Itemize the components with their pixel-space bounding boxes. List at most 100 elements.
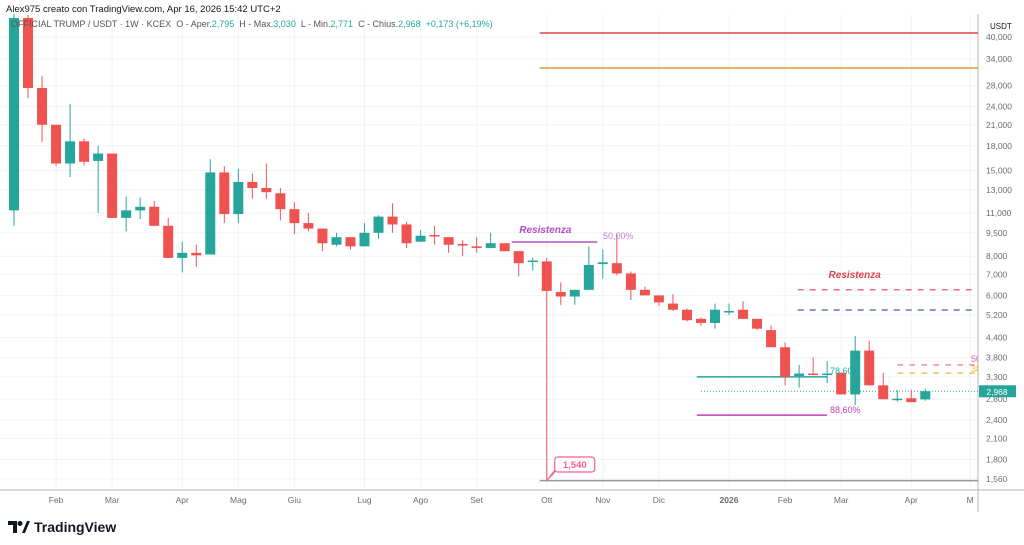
candle-body [611, 263, 622, 274]
candle-body [878, 385, 889, 400]
candle-body [695, 318, 706, 323]
candle-body [906, 398, 917, 403]
candle-body [892, 398, 903, 401]
open-label: O - Aper. [176, 19, 212, 29]
tradingview-logo[interactable]: TradingView [8, 519, 116, 535]
fib-886-label: 88,60% [830, 405, 861, 415]
tradingview-logo-icon [8, 521, 30, 533]
x-tick-label: Mar [105, 495, 120, 505]
candle-body [163, 225, 174, 258]
candle-body [415, 235, 426, 242]
candle-body [667, 303, 678, 310]
candle-body [107, 153, 118, 218]
candle-body [625, 273, 636, 290]
logo-text: TradingView [34, 519, 117, 535]
close-value: 2,968 [398, 19, 421, 29]
candle-body [51, 124, 62, 164]
x-tick-label: Feb [778, 495, 793, 505]
candle-body [219, 172, 230, 215]
candle-body [920, 391, 931, 400]
y-tick-label: 2,100 [986, 433, 1008, 443]
candle-body [639, 289, 650, 296]
high-label: H - Max. [239, 19, 274, 29]
candle-body [93, 153, 104, 161]
y-tick-label: 1,800 [986, 454, 1008, 464]
x-tick-label: M [967, 495, 974, 505]
candle-body [471, 246, 482, 248]
candle-body [9, 17, 19, 211]
candle-body [289, 209, 300, 224]
y-tick-label: 3,800 [986, 353, 1008, 363]
candle-body [527, 260, 538, 263]
y-tick-label: 15,000 [986, 166, 1012, 176]
candle-body [752, 318, 763, 329]
y-tick-label: 5,200 [986, 310, 1008, 320]
y-tick-label: 9,500 [986, 228, 1008, 238]
y-tick-label: 40,000 [986, 32, 1012, 42]
x-tick-label: Ott [541, 495, 553, 505]
candle-body [149, 206, 160, 226]
candle-body [541, 261, 552, 291]
y-tick-label: 13,000 [986, 185, 1012, 195]
fib-right-label-50: 50 [971, 354, 981, 364]
candle-body [261, 187, 272, 193]
fib-786-label: 78,60% [830, 366, 861, 376]
candle-body [457, 244, 468, 246]
high-value: 3,030 [273, 19, 296, 29]
candle-body [569, 289, 580, 297]
x-tick-label: Mar [834, 495, 849, 505]
open-value: 2,795 [211, 19, 235, 29]
symbol-name[interactable]: OFFICIAL TRUMP / USDT · 1W · KCEX [11, 19, 172, 29]
y-tick-label: 3,300 [986, 372, 1008, 382]
low-callout-box [554, 456, 596, 473]
candle-body [359, 232, 370, 247]
candle-body [653, 295, 664, 303]
y-tick-label: 6,000 [986, 290, 1008, 300]
plot-area: Resistenza 50,00% Resistenza 78,60% 88,60% 50… [9, 14, 981, 482]
candle-body [331, 237, 342, 245]
candle-body [681, 309, 692, 321]
fib-50-label: 50,00% [603, 231, 634, 241]
x-tick-label: Feb [49, 495, 64, 505]
x-tick-label: Mag [230, 495, 247, 505]
x-tick-label: Set [470, 495, 483, 505]
x-tick-label: Dic [653, 495, 666, 505]
y-tick-label: 21,000 [986, 120, 1012, 130]
y-tick-label: 2,800 [986, 394, 1008, 404]
y-tick-label: 1,560 [986, 474, 1008, 484]
candle-body [205, 172, 216, 255]
candle-body [135, 206, 146, 211]
candle-body [850, 350, 861, 395]
candle-body [345, 237, 356, 247]
close-label: C - Chius. [358, 19, 399, 29]
candle-body [65, 141, 76, 164]
candle-body [485, 243, 496, 248]
y-tick-label: 7,000 [986, 269, 1008, 279]
candle-body [79, 141, 90, 162]
candle-body [738, 309, 749, 319]
candle-body [780, 347, 791, 377]
x-tick-label: Apr [176, 495, 189, 505]
candle-body [177, 252, 188, 258]
x-tick-label: Giu [288, 495, 302, 505]
candle-body [597, 262, 608, 265]
candle-body [121, 210, 132, 218]
symbol-legend: OFFICIAL TRUMP / USDT · 1W · KCEX O - Ap… [11, 19, 493, 29]
y-tick-label: 4,400 [986, 333, 1008, 343]
last-price-tag-label: 2,968 [986, 387, 1008, 397]
candle-body [808, 373, 819, 376]
candle-body [443, 237, 454, 245]
candle-body [583, 264, 594, 290]
candle-body [794, 373, 805, 376]
candle-body [724, 311, 735, 313]
y-tick-label: 28,000 [986, 81, 1012, 91]
candle-body [317, 228, 328, 244]
price-axis-unit: USDT [990, 22, 1012, 31]
candle-body [247, 181, 258, 188]
chart-credit: Alex975 creato con TradingView.com, Apr … [6, 4, 281, 15]
candle-body [822, 373, 833, 376]
candle-body [836, 372, 847, 395]
x-tick-label: Lug [357, 495, 371, 505]
y-tick-label: 24,000 [986, 102, 1012, 112]
